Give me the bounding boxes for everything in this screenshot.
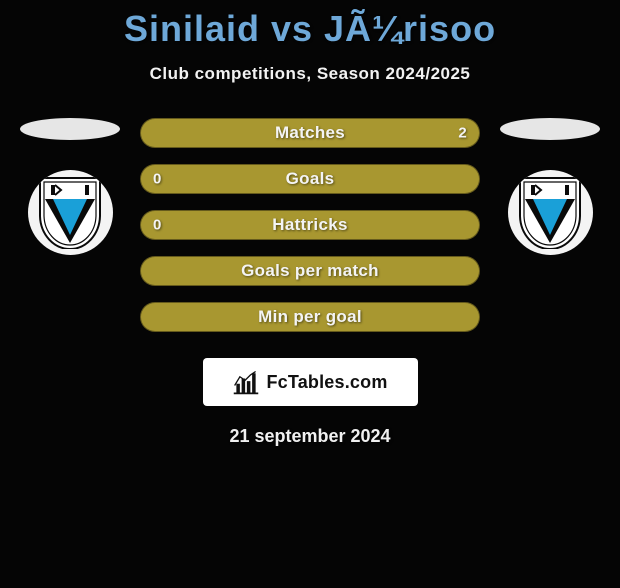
right-club-crest [508,170,593,255]
kalev-badge-icon [39,177,101,249]
stats-list: Matches 2 Goals 0 Hattricks 0 Goals per match M… [140,118,480,332]
left-player-column [20,118,120,255]
stat-left-value: 0 [153,171,162,188]
stat-label: Goals per match [241,261,379,281]
right-player-oval [500,118,600,140]
stat-label: Hattricks [272,215,347,235]
kalev-badge-icon [519,177,581,249]
stat-label: Min per goal [258,307,362,327]
stat-bar: Goals 0 [140,164,480,194]
stat-bar: Goals per match [140,256,480,286]
stat-bar: Hattricks 0 [140,210,480,240]
page-title: Sinilaid vs JÃ¼risoo [0,8,620,50]
stat-left-value: 0 [153,217,162,234]
stat-bar: Min per goal [140,302,480,332]
stat-label: Goals [286,169,335,189]
bar-chart-icon [232,368,260,396]
datestamp: 21 september 2024 [0,426,620,447]
right-player-column [500,118,600,255]
watermark: FcTables.com [203,358,418,406]
stat-label: Matches [275,123,345,143]
stat-right-value: 2 [458,125,467,142]
page-subtitle: Club competitions, Season 2024/2025 [0,64,620,84]
left-club-crest [28,170,113,255]
watermark-text: FcTables.com [266,372,387,393]
stat-bar: Matches 2 [140,118,480,148]
left-player-oval [20,118,120,140]
comparison-panel: Matches 2 Goals 0 Hattricks 0 Goals per match M… [0,118,620,332]
